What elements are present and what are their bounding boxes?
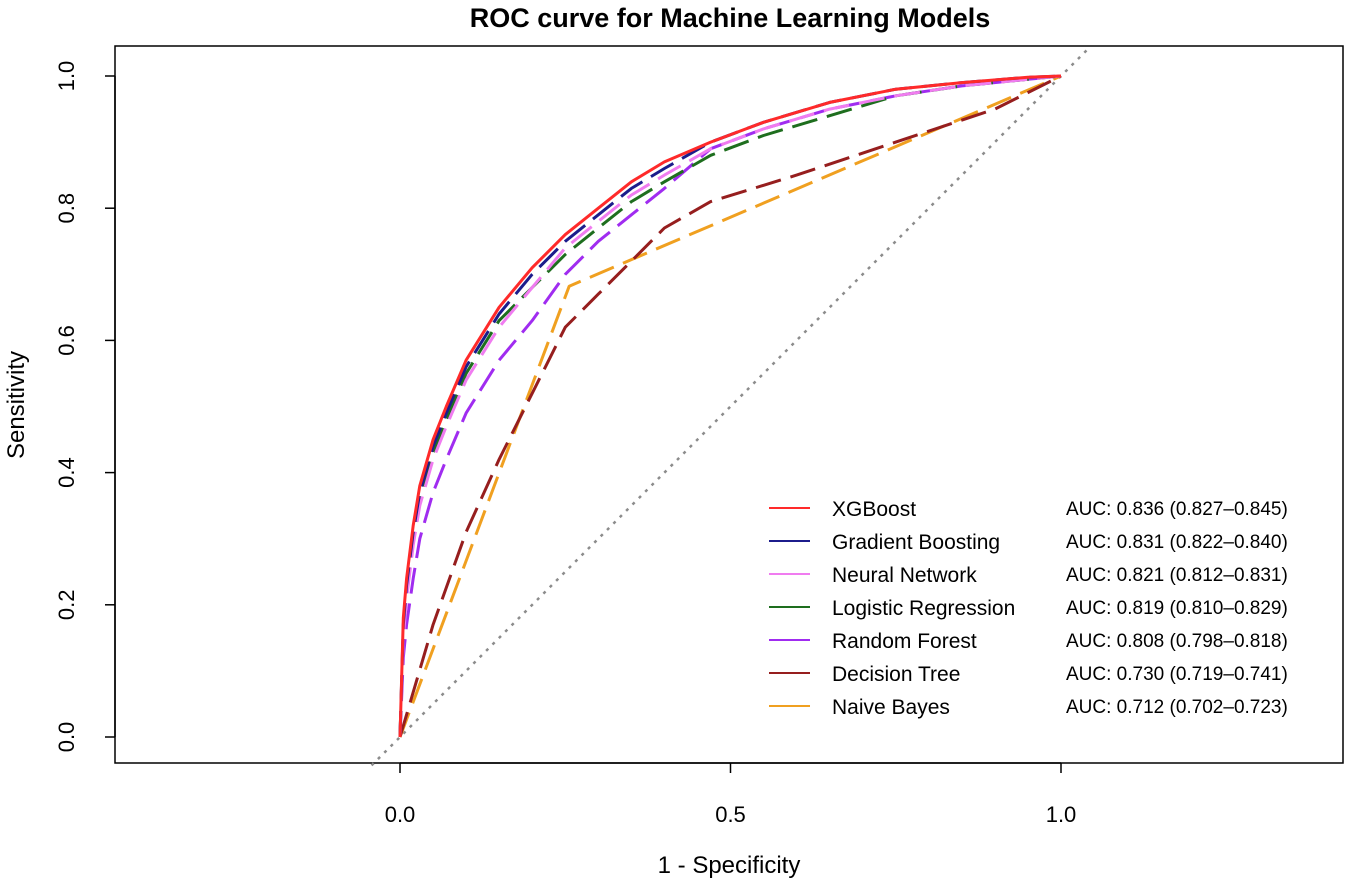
legend-auc-decision-tree: AUC: 0.730 (0.719–0.741) [1066,664,1288,685]
legend-label-decision-tree: Decision Tree [832,663,960,686]
roc-curve-neural-network [398,74,1062,738]
x-tick-label: 0.0 [385,802,416,827]
plot-frame [114,45,1344,764]
reference-diagonal [370,46,1091,767]
x-tick-label: 0.5 [715,802,746,827]
y-axis-label: Sensitivity [3,351,30,459]
y-tick-label: 1.0 [54,61,79,92]
legend-label-logistic-regression: Logistic Regression [832,597,1015,620]
y-tick-label: 0.4 [54,457,79,488]
roc-curves [398,74,1062,738]
legend-label-xgboost: XGBoost [832,498,916,521]
legend: XGBoost AUC: 0.836 (0.827–0.845) Gradient … [769,498,1288,719]
roc-curve-decision-tree [398,74,1062,738]
legend-label-gradient-boosting: Gradient Boosting [832,531,1000,554]
legend-auc-naive-bayes: AUC: 0.712 (0.702–0.723) [1066,697,1288,718]
y-tick-label: 0.6 [54,325,79,356]
y-tick-label: 0.0 [54,722,79,753]
legend-label-random-forest: Random Forest [832,630,977,653]
legend-auc-xgboost: AUC: 0.836 (0.827–0.845) [1066,499,1288,520]
roc-curve-logistic-regression [398,74,1062,738]
roc-curve-xgboost [398,74,1062,738]
legend-label-naive-bayes: Naive Bayes [832,696,950,719]
legend-auc-gradient-boosting: AUC: 0.831 (0.822–0.840) [1066,532,1288,553]
chart-title: ROC curve for Machine Learning Models [470,3,991,33]
legend-auc-random-forest: AUC: 0.808 (0.798–0.818) [1066,631,1288,652]
legend-auc-logistic-regression: AUC: 0.819 (0.810–0.829) [1066,598,1288,619]
x-tick-label: 1.0 [1046,802,1077,827]
legend-label-neural-network: Neural Network [832,564,977,587]
roc-curve-naive-bayes [398,74,1062,738]
y-tick-label: 0.2 [54,590,79,621]
x-axis: 0.0 0.5 1.0 [385,762,1077,827]
x-axis-label: 1 - Specificity [658,852,801,879]
legend-auc-neural-network: AUC: 0.821 (0.812–0.831) [1066,565,1288,586]
y-axis: 0.0 0.2 0.4 0.6 0.8 1.0 [54,61,116,753]
y-tick-label: 0.8 [54,193,79,224]
